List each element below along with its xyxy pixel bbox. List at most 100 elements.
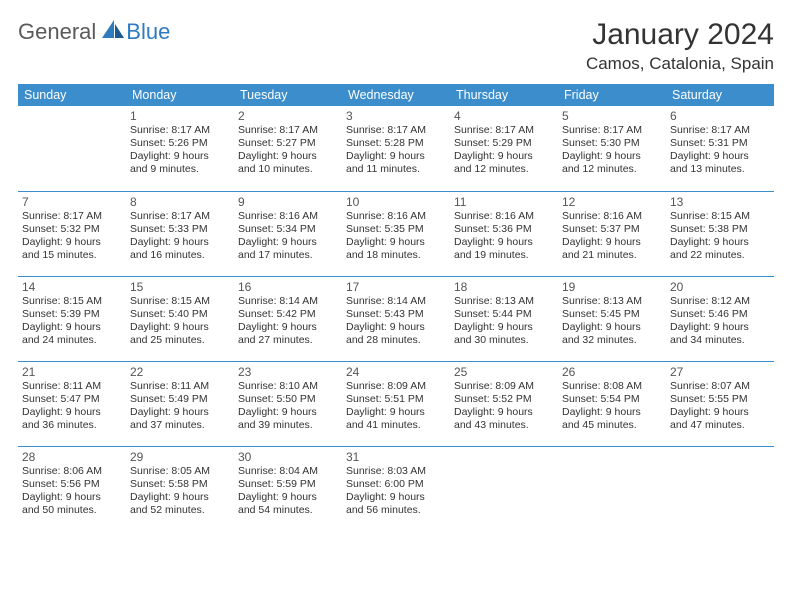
calendar-cell: 10Sunrise: 8:16 AMSunset: 5:35 PMDayligh… — [342, 191, 450, 276]
daylight-line-2: and 9 minutes. — [130, 163, 230, 176]
daylight-line-2: and 19 minutes. — [454, 249, 554, 262]
sunrise-line: Sunrise: 8:15 AM — [130, 295, 230, 308]
sunset-line: Sunset: 5:55 PM — [670, 393, 770, 406]
daylight-line-1: Daylight: 9 hours — [238, 406, 338, 419]
daylight-line-2: and 27 minutes. — [238, 334, 338, 347]
sunset-line: Sunset: 5:30 PM — [562, 137, 662, 150]
sunset-line: Sunset: 5:28 PM — [346, 137, 446, 150]
calendar-cell: 3Sunrise: 8:17 AMSunset: 5:28 PMDaylight… — [342, 106, 450, 191]
day-number: 30 — [238, 450, 338, 464]
daylight-line-1: Daylight: 9 hours — [22, 236, 122, 249]
day-number: 4 — [454, 109, 554, 123]
sunset-line: Sunset: 5:34 PM — [238, 223, 338, 236]
daylight-line-2: and 32 minutes. — [562, 334, 662, 347]
location: Camos, Catalonia, Spain — [586, 54, 774, 74]
daylight-line-1: Daylight: 9 hours — [454, 406, 554, 419]
daylight-line-2: and 47 minutes. — [670, 419, 770, 432]
calendar-cell: 2Sunrise: 8:17 AMSunset: 5:27 PMDaylight… — [234, 106, 342, 191]
day-number: 1 — [130, 109, 230, 123]
daylight-line-2: and 10 minutes. — [238, 163, 338, 176]
sunrise-line: Sunrise: 8:16 AM — [346, 210, 446, 223]
sunset-line: Sunset: 5:47 PM — [22, 393, 122, 406]
daylight-line-1: Daylight: 9 hours — [238, 321, 338, 334]
sunset-line: Sunset: 5:40 PM — [130, 308, 230, 321]
sunrise-line: Sunrise: 8:08 AM — [562, 380, 662, 393]
sunset-line: Sunset: 5:35 PM — [346, 223, 446, 236]
sunrise-line: Sunrise: 8:04 AM — [238, 465, 338, 478]
sunset-line: Sunset: 5:44 PM — [454, 308, 554, 321]
day-number: 7 — [22, 195, 122, 209]
daylight-line-1: Daylight: 9 hours — [130, 150, 230, 163]
daylight-line-1: Daylight: 9 hours — [454, 321, 554, 334]
daylight-line-1: Daylight: 9 hours — [562, 150, 662, 163]
day-number: 25 — [454, 365, 554, 379]
daylight-line-1: Daylight: 9 hours — [130, 236, 230, 249]
weekday-header: Monday — [126, 84, 234, 106]
calendar-header-row: SundayMondayTuesdayWednesdayThursdayFrid… — [18, 84, 774, 106]
sunset-line: Sunset: 5:46 PM — [670, 308, 770, 321]
daylight-line-1: Daylight: 9 hours — [238, 491, 338, 504]
daylight-line-2: and 12 minutes. — [562, 163, 662, 176]
sunset-line: Sunset: 5:50 PM — [238, 393, 338, 406]
calendar-cell: 18Sunrise: 8:13 AMSunset: 5:44 PMDayligh… — [450, 276, 558, 361]
sunset-line: Sunset: 5:39 PM — [22, 308, 122, 321]
calendar-cell-empty — [450, 446, 558, 531]
sunset-line: Sunset: 5:38 PM — [670, 223, 770, 236]
sunrise-line: Sunrise: 8:17 AM — [670, 124, 770, 137]
daylight-line-1: Daylight: 9 hours — [670, 406, 770, 419]
day-number: 15 — [130, 280, 230, 294]
sunset-line: Sunset: 6:00 PM — [346, 478, 446, 491]
calendar-cell: 7Sunrise: 8:17 AMSunset: 5:32 PMDaylight… — [18, 191, 126, 276]
daylight-line-1: Daylight: 9 hours — [562, 406, 662, 419]
calendar-cell: 23Sunrise: 8:10 AMSunset: 5:50 PMDayligh… — [234, 361, 342, 446]
sunrise-line: Sunrise: 8:09 AM — [454, 380, 554, 393]
daylight-line-2: and 25 minutes. — [130, 334, 230, 347]
sunrise-line: Sunrise: 8:13 AM — [562, 295, 662, 308]
daylight-line-1: Daylight: 9 hours — [238, 236, 338, 249]
daylight-line-2: and 12 minutes. — [454, 163, 554, 176]
calendar-row: 1Sunrise: 8:17 AMSunset: 5:26 PMDaylight… — [18, 106, 774, 191]
day-number: 31 — [346, 450, 446, 464]
sunrise-line: Sunrise: 8:15 AM — [22, 295, 122, 308]
daylight-line-2: and 17 minutes. — [238, 249, 338, 262]
daylight-line-1: Daylight: 9 hours — [22, 321, 122, 334]
sunset-line: Sunset: 5:58 PM — [130, 478, 230, 491]
daylight-line-2: and 22 minutes. — [670, 249, 770, 262]
sunset-line: Sunset: 5:45 PM — [562, 308, 662, 321]
sunrise-line: Sunrise: 8:10 AM — [238, 380, 338, 393]
daylight-line-2: and 16 minutes. — [130, 249, 230, 262]
daylight-line-2: and 41 minutes. — [346, 419, 446, 432]
daylight-line-1: Daylight: 9 hours — [346, 150, 446, 163]
sunrise-line: Sunrise: 8:03 AM — [346, 465, 446, 478]
sunrise-line: Sunrise: 8:14 AM — [238, 295, 338, 308]
day-number: 14 — [22, 280, 122, 294]
sunset-line: Sunset: 5:43 PM — [346, 308, 446, 321]
sunrise-line: Sunrise: 8:17 AM — [562, 124, 662, 137]
calendar-cell: 14Sunrise: 8:15 AMSunset: 5:39 PMDayligh… — [18, 276, 126, 361]
calendar-cell: 5Sunrise: 8:17 AMSunset: 5:30 PMDaylight… — [558, 106, 666, 191]
daylight-line-1: Daylight: 9 hours — [562, 321, 662, 334]
day-number: 21 — [22, 365, 122, 379]
daylight-line-1: Daylight: 9 hours — [562, 236, 662, 249]
day-number: 19 — [562, 280, 662, 294]
weekday-header: Saturday — [666, 84, 774, 106]
sunrise-line: Sunrise: 8:07 AM — [670, 380, 770, 393]
title-block: January 2024 Camos, Catalonia, Spain — [586, 18, 774, 74]
sunrise-line: Sunrise: 8:16 AM — [454, 210, 554, 223]
daylight-line-2: and 54 minutes. — [238, 504, 338, 517]
sunset-line: Sunset: 5:29 PM — [454, 137, 554, 150]
calendar-row: 14Sunrise: 8:15 AMSunset: 5:39 PMDayligh… — [18, 276, 774, 361]
day-number: 29 — [130, 450, 230, 464]
sunrise-line: Sunrise: 8:05 AM — [130, 465, 230, 478]
calendar-row: 28Sunrise: 8:06 AMSunset: 5:56 PMDayligh… — [18, 446, 774, 531]
daylight-line-2: and 37 minutes. — [130, 419, 230, 432]
day-number: 16 — [238, 280, 338, 294]
sunset-line: Sunset: 5:56 PM — [22, 478, 122, 491]
day-number: 2 — [238, 109, 338, 123]
sunset-line: Sunset: 5:54 PM — [562, 393, 662, 406]
day-number: 11 — [454, 195, 554, 209]
daylight-line-1: Daylight: 9 hours — [238, 150, 338, 163]
day-number: 12 — [562, 195, 662, 209]
day-number: 13 — [670, 195, 770, 209]
day-number: 22 — [130, 365, 230, 379]
